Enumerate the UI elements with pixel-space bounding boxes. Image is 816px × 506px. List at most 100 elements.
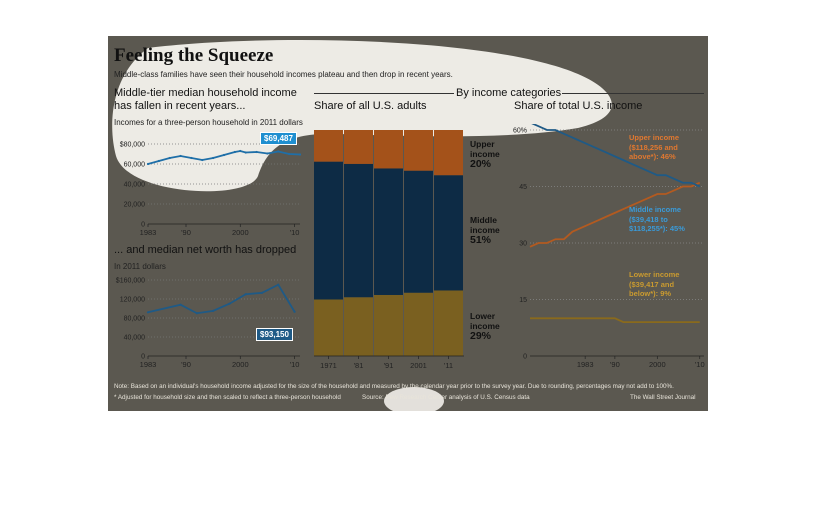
x-tick-label: '91 <box>384 361 394 370</box>
y-tick-label: 120,000 <box>120 297 145 304</box>
y-tick-label: 20,000 <box>124 202 146 209</box>
x-tick-label: 1983 <box>140 360 157 369</box>
chart-title: Feeling the Squeeze <box>114 45 274 66</box>
lower-callout: Lower income ($39,417 and below*): 9% <box>629 270 680 298</box>
bar-segment <box>314 161 343 300</box>
middle-callout: Middle income ($39,418 to $118,255*): 45… <box>629 205 685 233</box>
x-tick-label: '10 <box>290 228 300 237</box>
y-tick-label: 45 <box>519 184 527 191</box>
y-tick-label: $160,000 <box>116 278 145 285</box>
bar-segment <box>314 130 343 162</box>
bar-segment <box>374 130 403 169</box>
data-point <box>255 150 258 154</box>
highlight-blob <box>112 40 612 411</box>
income-share-line-chart: 0 15 30 45 60% 1983 '90 2000 '10 <box>513 124 705 369</box>
data-point <box>266 152 269 155</box>
series-line <box>531 124 701 188</box>
credit-text: The Wall Street Journal <box>630 394 696 401</box>
footnote-text: * Adjusted for household size and then s… <box>114 394 341 401</box>
panel3-heading: Share of all U.S. adults <box>314 100 427 112</box>
y-tick-label: 0 <box>141 354 145 361</box>
y-tick-label: 40,000 <box>124 335 146 342</box>
data-point <box>146 311 150 314</box>
data-point <box>277 283 280 286</box>
x-tick-label: 2000 <box>232 360 249 369</box>
data-point <box>244 293 247 296</box>
bar-segment <box>344 130 373 164</box>
data-point <box>212 156 215 160</box>
series-line <box>147 150 301 165</box>
adults-share-stacked-bars: 1971 '81 '91 2001 '11 <box>314 130 464 370</box>
x-tick-label: 2000 <box>649 360 666 369</box>
middle-band-label: Middle income 51% <box>470 215 500 246</box>
by-income-heading: By income categories <box>456 87 562 99</box>
bar-segment <box>374 168 403 295</box>
x-tick-label: 2000 <box>232 228 249 237</box>
bar-segment <box>434 290 463 356</box>
bar-segment <box>404 130 433 171</box>
x-tick-label: '11 <box>444 361 453 370</box>
data-point <box>190 156 193 160</box>
bar-segment <box>434 175 463 291</box>
x-tick-label: '90 <box>181 360 191 369</box>
y-tick-label: 30 <box>519 241 527 248</box>
y-tick-label: 40,000 <box>124 182 146 189</box>
x-tick-label: '90 <box>181 228 191 237</box>
panel1-heading: Middle-tier median household income has … <box>114 87 297 112</box>
y-tick-label: 0 <box>141 222 145 229</box>
y-tick-label: 15 <box>519 297 527 304</box>
data-point <box>157 159 160 163</box>
bar-segment <box>314 299 343 356</box>
bar-segment <box>434 130 463 176</box>
upper-band-label: Upper income 20% <box>470 139 500 170</box>
data-point <box>298 153 302 156</box>
y-tick-label: 60,000 <box>124 162 146 169</box>
data-point <box>288 152 291 156</box>
bar-segment <box>344 297 373 356</box>
note-text: Note: Based on an individual's household… <box>114 383 674 390</box>
y-tick-label: 80,000 <box>124 316 146 323</box>
networth-line-chart: 0 40,000 80,000 120,000 $160,000 1983 '90 2000 '… <box>116 278 300 369</box>
income-line-chart: 0 20,000 40,000 60,000 $80,000 1983 '90 2000 '10 <box>120 142 302 237</box>
y-tick-label: $80,000 <box>120 142 145 149</box>
data-point <box>168 156 171 160</box>
panel4-heading: Share of total U.S. income <box>514 100 643 112</box>
rule-left <box>314 93 454 94</box>
panel1-note: Incomes for a three-person household in … <box>114 118 303 127</box>
upper-callout: Upper income ($118,256 and above*): 46% <box>629 133 680 161</box>
series-line <box>529 181 701 248</box>
data-point <box>201 158 204 162</box>
data-point <box>277 150 280 153</box>
data-point <box>244 151 247 154</box>
series-line <box>530 317 700 324</box>
bar-segment <box>404 292 433 356</box>
data-point <box>222 153 226 157</box>
chart-subtitle: Middle-class families have seen their ho… <box>114 70 453 79</box>
data-point <box>179 303 182 306</box>
rule-right <box>562 93 704 94</box>
networth-annotation-badge: $93,150 <box>256 328 293 341</box>
x-tick-label: '90 <box>610 360 620 369</box>
source-text: Source: Pew Research Center analysis of … <box>362 394 530 401</box>
infographic-panel: Feeling the Squeeze Middle-class familie… <box>108 36 708 411</box>
y-tick-label: 0 <box>523 354 527 361</box>
data-point <box>293 310 296 313</box>
panel2-note: In 2011 dollars <box>114 262 166 271</box>
income-annotation-badge: $69,487 <box>260 132 297 145</box>
bar-segment <box>404 170 433 293</box>
data-point <box>228 302 231 305</box>
data-point <box>260 291 264 294</box>
data-point <box>179 154 182 158</box>
panel2-heading: ... and median net worth has dropped <box>114 244 297 256</box>
x-tick-label: '81 <box>354 361 364 370</box>
x-tick-label: '10 <box>695 360 705 369</box>
x-tick-label: 2001 <box>410 361 427 370</box>
data-point <box>212 309 215 312</box>
lower-band-label: Lower income 29% <box>470 311 500 342</box>
y-tick-label: 60% <box>513 128 527 135</box>
x-tick-label: '10 <box>290 360 300 369</box>
data-point <box>195 312 198 315</box>
data-point <box>233 150 236 154</box>
x-tick-label: 1971 <box>320 361 337 370</box>
x-tick-label: 1983 <box>140 228 157 237</box>
